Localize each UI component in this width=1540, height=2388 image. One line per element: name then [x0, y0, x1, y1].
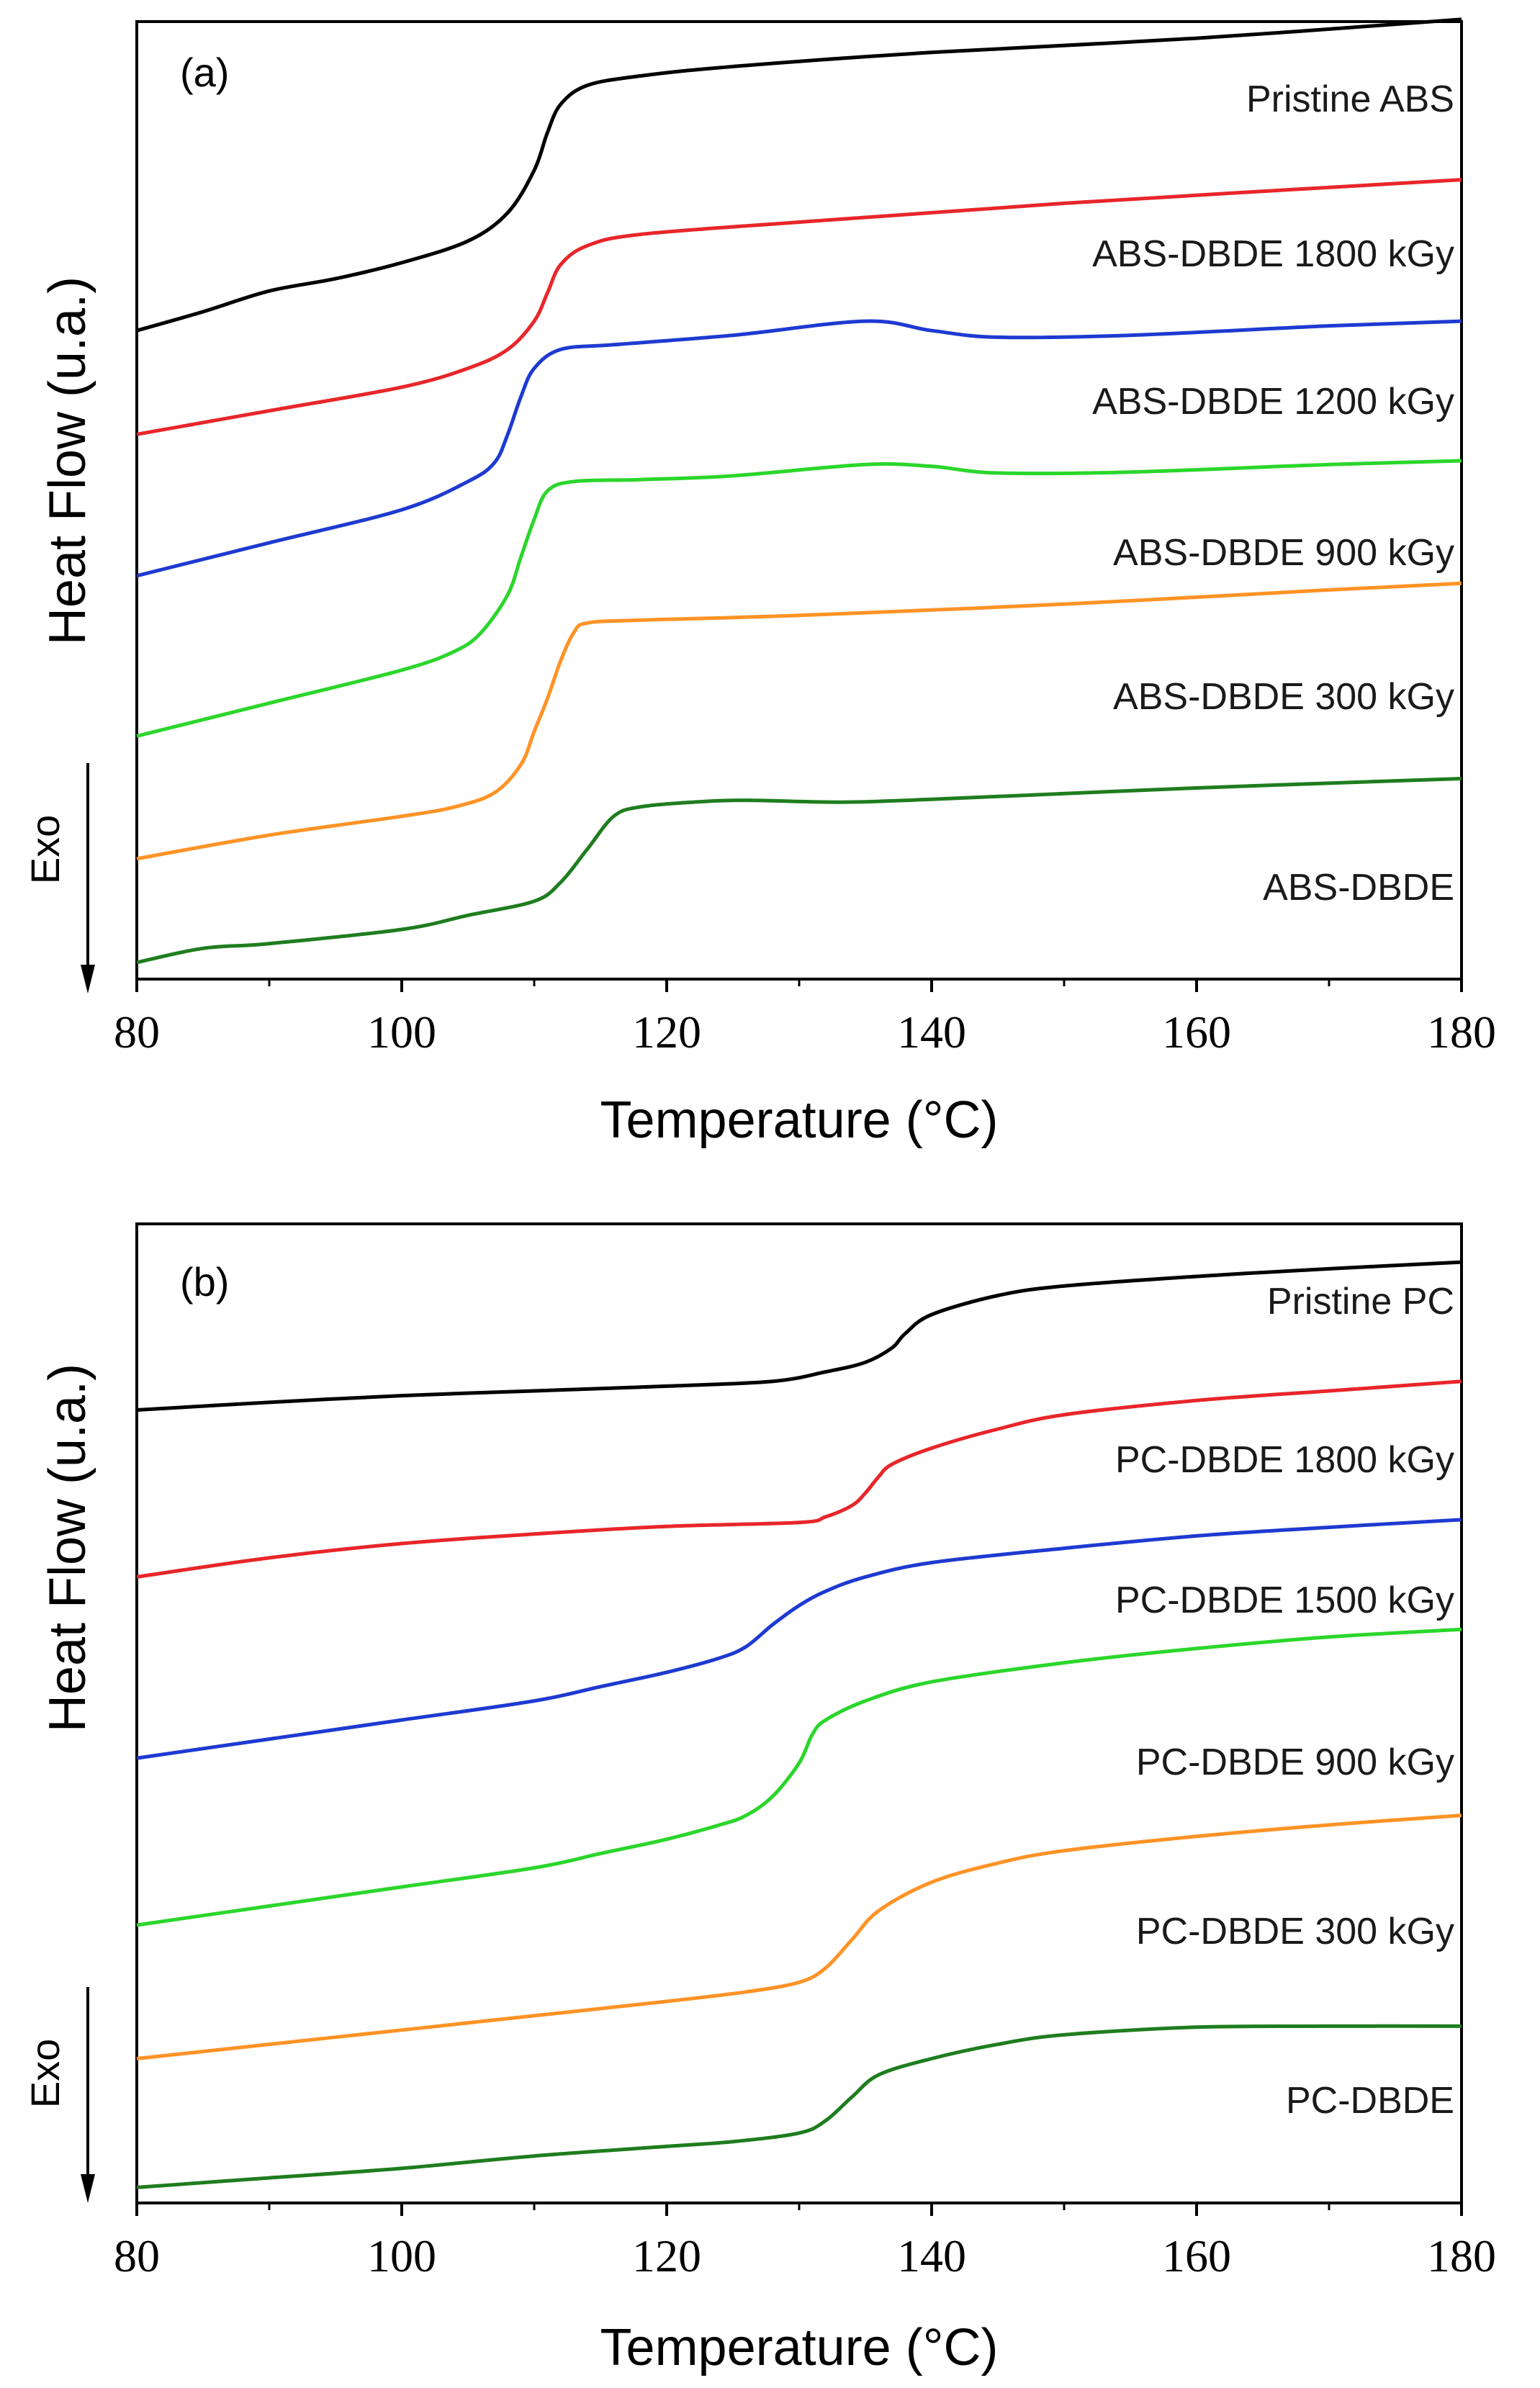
- x-ticks: 80 100 120 140 160 180: [114, 2203, 1496, 2281]
- panel-a: Pristine ABS ABS-DBDE 1800 kGy ABS-DBDE 12…: [22, 17, 1496, 1149]
- series-label-2: ABS-DBDE 1200 kGy: [1092, 381, 1454, 423]
- y-axis-label: Heat Flow (u.a.): [39, 1364, 96, 1732]
- x-tick-label-2: 120: [632, 2230, 701, 2281]
- series-line-2: [136, 319, 1462, 578]
- x-tick-label-2: 120: [632, 1006, 701, 1058]
- x-axis-label: Temperature (°C): [600, 1091, 999, 1149]
- series-label-5: PC-DBDE: [1286, 2080, 1454, 2122]
- exo-arrow: [81, 763, 95, 994]
- series-line-5: [136, 777, 1462, 965]
- series-line-5: [136, 2024, 1462, 2189]
- panel-b: Pristine PC PC-DBDE 1800 kGy PC-DBDE 1500 …: [22, 1222, 1496, 2376]
- x-tick-label-0: 80: [114, 2230, 160, 2281]
- x-tick-label-4: 160: [1162, 2230, 1231, 2281]
- series-line-3: [136, 1627, 1462, 1927]
- series-line-3: [136, 459, 1462, 738]
- series-line-1: [136, 178, 1462, 436]
- x-tick-label-5: 180: [1427, 1006, 1496, 1058]
- curves: [136, 1260, 1462, 2189]
- y-axis-label: Heat Flow (u.a.): [39, 276, 96, 645]
- series-label-3: ABS-DBDE 900 kGy: [1113, 532, 1454, 574]
- series-label-2: PC-DBDE 1500 kGy: [1115, 1580, 1454, 1621]
- x-tick-label-1: 100: [367, 2230, 436, 2281]
- series-label-1: PC-DBDE 1800 kGy: [1115, 1439, 1454, 1481]
- x-axis-label: Temperature (°C): [600, 2319, 999, 2376]
- series-line-0: [136, 1260, 1462, 1412]
- series-label-0: Pristine PC: [1267, 1281, 1454, 1323]
- x-tick-label-3: 140: [897, 1006, 966, 1058]
- series-labels: Pristine PC PC-DBDE 1800 kGy PC-DBDE 1500 …: [1115, 1281, 1454, 2122]
- x-tick-label-4: 160: [1162, 1006, 1231, 1058]
- panel-label: (b): [180, 1259, 229, 1305]
- x-tick-label-1: 100: [367, 1006, 436, 1058]
- x-tick-label-5: 180: [1427, 2230, 1496, 2281]
- plot-frame: [135, 1222, 1463, 2204]
- curves: [136, 17, 1462, 965]
- series-labels: Pristine ABS ABS-DBDE 1800 kGy ABS-DBDE 12…: [1092, 78, 1454, 909]
- exo-arrow: [81, 1987, 95, 2203]
- series-line-0: [136, 17, 1462, 333]
- series-line-4: [136, 1813, 1462, 2060]
- series-label-4: ABS-DBDE 300 kGy: [1113, 676, 1454, 718]
- series-label-0: Pristine ABS: [1246, 78, 1454, 120]
- x-ticks: 80 100 120 140 160 180: [114, 979, 1496, 1058]
- series-label-3: PC-DBDE 900 kGy: [1136, 1742, 1454, 1783]
- series-label-5: ABS-DBDE: [1263, 867, 1454, 909]
- exo-label: Exo: [22, 2039, 68, 2109]
- x-tick-label-3: 140: [897, 2230, 966, 2281]
- series-line-1: [136, 1379, 1462, 1579]
- exo-label: Exo: [22, 815, 68, 885]
- series-label-4: PC-DBDE 300 kGy: [1136, 1911, 1454, 1952]
- panel-label: (a): [180, 50, 229, 95]
- series-line-4: [136, 581, 1462, 861]
- series-line-2: [136, 1518, 1462, 1760]
- plot-frame: [135, 20, 1463, 981]
- series-label-1: ABS-DBDE 1800 kGy: [1092, 233, 1454, 275]
- x-tick-label-0: 80: [114, 1006, 160, 1058]
